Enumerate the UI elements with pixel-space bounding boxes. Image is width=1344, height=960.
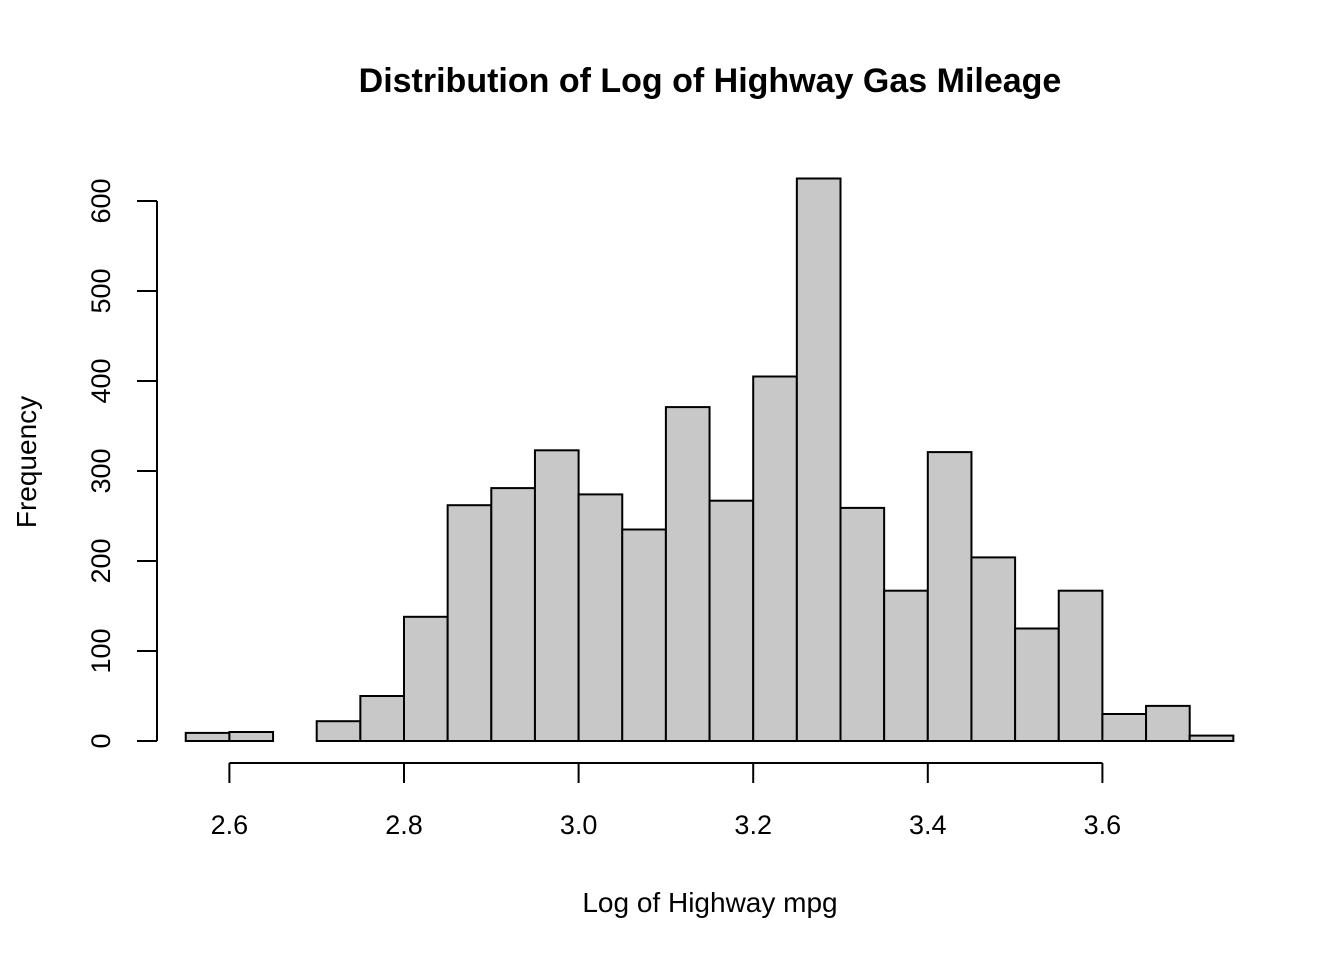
y-tick-label-5: 500 [86,268,116,313]
histogram-bar-12 [708,499,755,743]
y-tick-label-1: 100 [86,628,116,673]
histogram-bar-19 [1014,627,1060,742]
histogram-bar-9 [577,493,624,742]
histogram-bar-4 [359,695,406,742]
histogram-bar-10 [621,528,667,742]
histogram-bar-5 [403,615,449,742]
histogram-bar-13 [752,375,798,742]
histogram-bar-0 [184,731,231,743]
y-tick-label-6: 600 [86,178,116,223]
histogram-bar-1 [228,731,275,742]
histogram-bar-11 [664,406,711,742]
histogram-bar-17 [926,451,973,742]
histogram-bar-18 [970,556,1017,743]
y-tick-label-3: 300 [86,448,116,493]
histogram-bar-21 [1101,713,1148,742]
histogram-bar-7 [490,487,536,742]
histogram-bar-6 [446,504,493,743]
x-axis-label: Log of Highway mpg [582,887,837,918]
histogram-bars [184,177,1235,743]
x-axis: 2.6 2.8 3.0 3.2 3.4 3.6 [211,762,1122,840]
histogram-bar-23 [1188,734,1235,742]
histogram-bar-16 [883,589,929,743]
x-tick-label-2: 3.0 [560,810,598,840]
y-tick-label-4: 400 [86,358,116,403]
x-tick-label-5: 3.6 [1084,810,1122,840]
x-tick-label-3: 3.2 [734,810,772,840]
x-tick-label-0: 2.6 [211,810,249,840]
chart-title: Distribution of Log of Highway Gas Milea… [359,62,1062,100]
x-tick-label-1: 2.8 [385,810,423,840]
y-tick-label-0: 0 [86,733,116,748]
y-axis-label: Frequency [11,396,42,528]
y-tick-label-2: 200 [86,538,116,583]
histogram-bar-22 [1145,704,1191,743]
x-tick-label-4: 3.4 [909,810,947,840]
histogram-bar-14 [795,177,842,742]
histogram-bar-8 [533,449,580,742]
histogram-bar-20 [1057,589,1104,743]
y-axis: 0 100 200 300 400 500 600 [86,178,158,749]
histogram-bar-3 [315,720,362,743]
histogram-bar-15 [839,506,886,742]
